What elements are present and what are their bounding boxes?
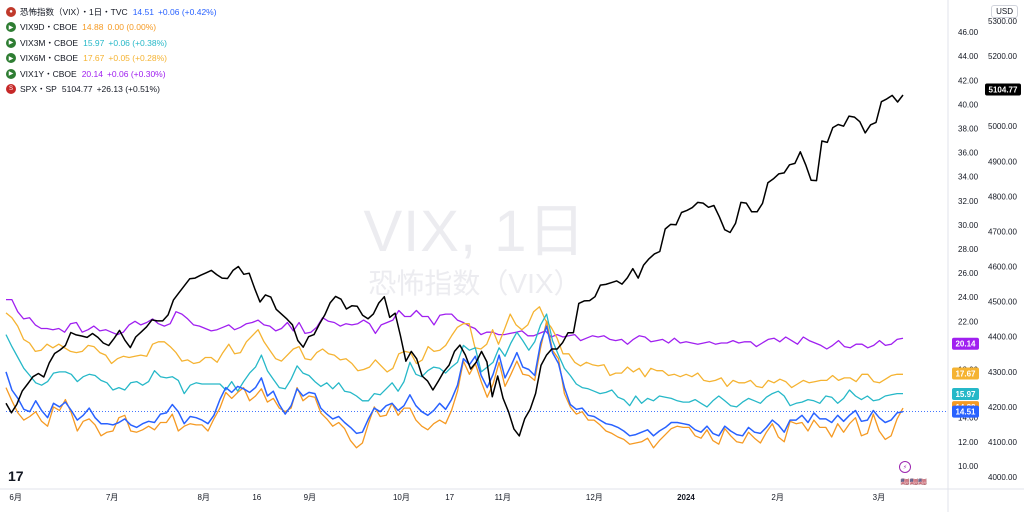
right-axis-tick: 4000.00: [988, 473, 1017, 482]
legend-change: +0.06 (+0.30%): [106, 68, 166, 79]
left-axis-tick: 32.00: [958, 197, 979, 206]
play-icon: ▶: [6, 37, 16, 48]
legend-value: 17.67: [83, 53, 105, 64]
x-axis-tick: 9月: [304, 493, 316, 502]
legend-value: 14.88: [82, 22, 104, 33]
legend-name: VIX3M・CBOE: [20, 37, 79, 48]
x-axis-tick: 12月: [586, 493, 603, 502]
tradingview-logo[interactable]: 17: [8, 468, 24, 484]
right-axis-tick: 4600.00: [988, 263, 1017, 272]
x-axis-tick: 2月: [771, 493, 783, 502]
left-axis-tick: 26.00: [958, 269, 979, 278]
legend-value: 14.51: [132, 6, 154, 17]
series-line-spx: [5, 94, 904, 437]
series-line-vix1y: [6, 298, 904, 350]
x-axis-tick: 3月: [873, 493, 885, 502]
left-axis-tick: 38.00: [958, 124, 979, 133]
play-icon: ▶: [6, 22, 16, 33]
lightning-event-icon[interactable]: ⚡: [899, 461, 911, 473]
legend-name: 恐怖指数（VIX）・1日・TVC: [20, 6, 128, 17]
legend-name: VIX1Y・CBOE: [20, 68, 77, 79]
right-axis-tick: 4800.00: [988, 192, 1017, 201]
x-axis-tick: 17: [445, 493, 454, 502]
left-axis-tick: 22.00: [958, 317, 979, 326]
series-line-vix: [5, 325, 904, 437]
right-axis-tick: 5200.00: [988, 52, 1017, 61]
legend: ● 恐怖指数（VIX）・1日・TVC 14.51 +0.06 (+0.42%) …: [6, 4, 221, 97]
series-line-vix6m: [5, 306, 903, 389]
x-axis-tick: 7月: [106, 493, 118, 502]
watermark-description: 恐怖指数（VIX）: [368, 268, 582, 299]
left-axis-tick: 44.00: [958, 52, 979, 61]
legend-change: 0.00 (0.00%): [107, 22, 157, 33]
legend-change: +0.06 (+0.38%): [108, 37, 167, 48]
sp-logo-icon: S: [6, 84, 16, 95]
right-axis-tick: 4300.00: [988, 368, 1017, 377]
legend-value: 20.14: [81, 68, 103, 79]
legend-name: VIX9D・CBOE: [20, 22, 78, 33]
left-axis-tick: 36.00: [958, 149, 979, 158]
axis-value-label: 20.14: [955, 340, 976, 349]
axis-value-label-bg: [952, 387, 979, 400]
legend-change: +0.05 (+0.28%): [108, 53, 167, 64]
legend-row-vix6m[interactable]: ▶ VIX6M・CBOE 17.67 +0.05 (+0.28%): [6, 51, 221, 67]
right-axis-tick: 4200.00: [988, 403, 1017, 412]
currency-button[interactable]: USD: [991, 5, 1018, 18]
right-axis-tick: 4100.00: [988, 438, 1017, 447]
x-axis-tick: 11月: [495, 493, 511, 502]
x-axis-tick: 8月: [197, 493, 209, 502]
axis-value-label-bg: [985, 83, 1021, 96]
left-axis-tick: 30.00: [958, 221, 979, 230]
axis-value-label: 14.51: [955, 408, 976, 417]
axis-value-label-bg: [952, 337, 979, 350]
series-line-vix3m: [5, 313, 903, 408]
legend-name: SPX・SP: [20, 84, 57, 95]
right-axis-tick: 5000.00: [988, 122, 1017, 131]
left-axis-tick: 42.00: [958, 76, 979, 85]
legend-change: +0.06 (+0.42%): [157, 6, 217, 17]
x-axis-tick: 16: [252, 493, 261, 502]
legend-row-vix[interactable]: ● 恐怖指数（VIX）・1日・TVC 14.51 +0.06 (+0.42%): [6, 4, 221, 20]
x-axis-tick: 6月: [9, 493, 21, 502]
left-axis-tick: 40.00: [958, 100, 979, 109]
left-axis-tick: 14.00: [958, 414, 979, 423]
us-flag-events-icon[interactable]: 🇺🇸🇺🇸🇺🇸: [899, 477, 929, 487]
play-icon: ▶: [6, 68, 16, 79]
legend-change: +26.13 (+0.51%): [96, 84, 160, 95]
us-flag-icon: ●: [6, 6, 16, 17]
axis-value-label: 17.67: [955, 369, 976, 378]
left-axis-tick: 24.00: [958, 293, 979, 302]
legend-row-vix1y[interactable]: ▶ VIX1Y・CBOE 20.14 +0.06 (+0.30%): [6, 66, 221, 82]
right-axis-tick: 4700.00: [988, 227, 1017, 236]
series-line-vix9d: [5, 320, 904, 449]
left-axis-tick: 34.00: [958, 173, 979, 182]
axis-value-label: 15.97: [955, 390, 976, 399]
x-axis-tick: 2024: [677, 493, 695, 502]
legend-row-spx[interactable]: S SPX・SP 5104.77 +26.13 (+0.51%): [6, 82, 221, 98]
axis-value-label-bg: [952, 405, 979, 418]
legend-name: VIX6M・CBOE: [20, 53, 79, 64]
legend-row-vix9d[interactable]: ▶ VIX9D・CBOE 14.88 0.00 (0.00%): [6, 20, 221, 36]
x-axis-tick: 10月: [393, 493, 410, 502]
axis-value-label-bg: [952, 367, 979, 380]
right-axis-tick: 5300.00: [988, 17, 1017, 26]
play-icon: ▶: [6, 53, 16, 64]
left-axis-tick: 12.00: [958, 438, 979, 447]
right-axis-tick: 4900.00: [988, 157, 1017, 166]
legend-value: 5104.77: [61, 84, 93, 95]
left-axis-tick: 28.00: [958, 245, 979, 254]
legend-value: 15.97: [83, 37, 105, 48]
axis-value-label: 5104.77: [989, 85, 1018, 94]
right-axis-tick: 4400.00: [988, 333, 1017, 342]
legend-row-vix3m[interactable]: ▶ VIX3M・CBOE 15.97 +0.06 (+0.38%): [6, 35, 221, 51]
left-axis-tick: 10.00: [958, 462, 979, 471]
left-axis-tick: 46.00: [958, 28, 979, 37]
watermark-symbol: VIX, 1日: [363, 199, 587, 264]
right-axis-tick: 4500.00: [988, 298, 1017, 307]
